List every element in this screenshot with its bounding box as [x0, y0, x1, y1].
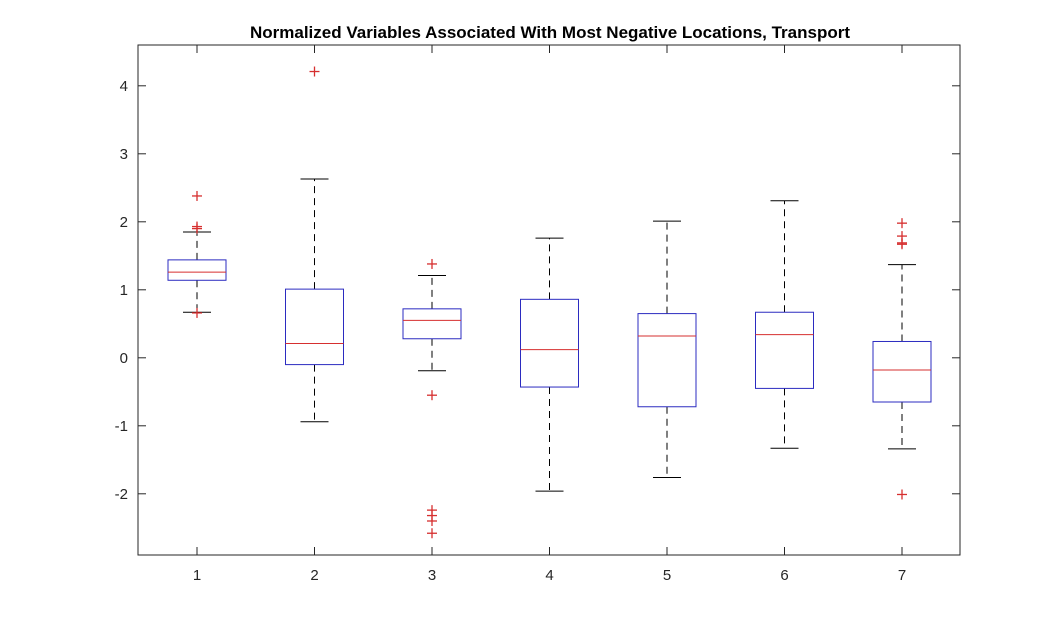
- y-tick-label: 1: [120, 282, 128, 299]
- y-tick-label: 0: [120, 350, 128, 367]
- box-iqr: [755, 311, 814, 389]
- chart-title: Normalized Variables Associated With Mos…: [250, 23, 850, 42]
- outlier-marker: [427, 390, 437, 401]
- box-iqr: [520, 298, 579, 388]
- box-iqr: [872, 340, 932, 403]
- x-tick-label: 3: [428, 567, 436, 584]
- outlier-marker: [192, 221, 202, 232]
- outlier-marker: [309, 66, 320, 77]
- x-tick-label: 2: [310, 567, 318, 584]
- box-iqr: [402, 308, 462, 340]
- x-tick-label: 1: [193, 567, 201, 584]
- outlier-marker: [897, 231, 907, 242]
- outlier-marker: [427, 516, 437, 526]
- outlier-marker: [427, 528, 437, 539]
- y-tick-label: -1: [115, 418, 128, 435]
- y-tick-label: 2: [120, 214, 128, 231]
- x-tick-label: 6: [780, 567, 788, 584]
- y-tick-label: 3: [120, 146, 128, 163]
- outlier-marker: [192, 307, 202, 318]
- x-tick-label: 5: [663, 567, 671, 584]
- y-tick-label: 4: [120, 78, 128, 95]
- box-iqr: [637, 313, 697, 408]
- box-iqr: [167, 259, 227, 281]
- x-tick-label: 7: [898, 567, 906, 584]
- x-tick-label: 4: [545, 567, 553, 584]
- outlier-marker: [897, 489, 907, 500]
- outlier-marker: [427, 258, 437, 269]
- outlier-marker: [192, 190, 202, 201]
- outlier-marker: [897, 218, 907, 229]
- box-iqr: [285, 288, 344, 366]
- y-tick-label: -2: [115, 486, 128, 503]
- plot-area: -2 -1 0 1 2 3 4 1 2 3 4 5 6 7: [115, 44, 961, 584]
